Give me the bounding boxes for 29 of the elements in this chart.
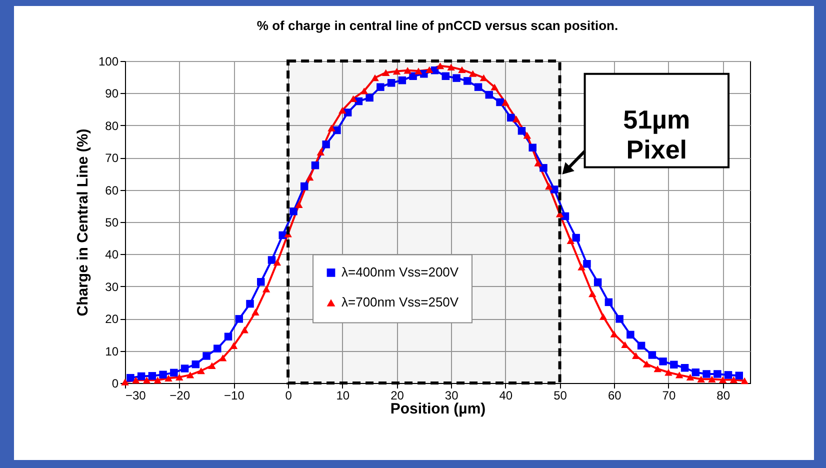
x-tick-label: 10 bbox=[336, 388, 350, 402]
y-tick-label: 20 bbox=[105, 312, 119, 326]
y-tick-label: 80 bbox=[105, 118, 119, 133]
y-tick-label: 30 bbox=[105, 280, 119, 294]
legend-label: λ=700nm Vss=250V bbox=[342, 294, 459, 310]
y-tick-label: 50 bbox=[105, 216, 119, 230]
x-tick-label: 30 bbox=[444, 388, 459, 402]
y-tick-label: 70 bbox=[105, 151, 119, 166]
x-tick-label: 40 bbox=[499, 388, 513, 402]
x-tick-label: 20 bbox=[390, 388, 404, 402]
x-tick-label: −20 bbox=[170, 388, 190, 402]
x-tick-label: 0 bbox=[285, 388, 292, 402]
x-tick-label: 70 bbox=[662, 388, 676, 402]
y-tick-label: 0 bbox=[112, 376, 119, 390]
chart-title: % of charge in central line of pnCCD versus scan position. bbox=[256, 18, 618, 33]
band-label: 51µm Pixel bbox=[623, 104, 690, 165]
x-tick-label: 50 bbox=[554, 388, 568, 402]
x-axis-title: Position (µm) bbox=[390, 400, 486, 418]
y-tick-label: 100 bbox=[98, 54, 119, 68]
y-axis-title: Charge in Central Line (%) bbox=[74, 128, 92, 316]
legend-label: λ=400nm Vss=200V bbox=[342, 264, 459, 280]
x-tick-label: 80 bbox=[716, 388, 730, 402]
y-tick-label: 40 bbox=[105, 248, 119, 262]
x-tick-label: −10 bbox=[224, 388, 245, 402]
y-tick-label: 10 bbox=[105, 344, 119, 358]
x-tick-label: 60 bbox=[608, 388, 622, 402]
y-tick-label: 90 bbox=[105, 86, 119, 101]
y-tick-label: 60 bbox=[105, 183, 119, 198]
x-tick-label: −30 bbox=[126, 388, 146, 402]
